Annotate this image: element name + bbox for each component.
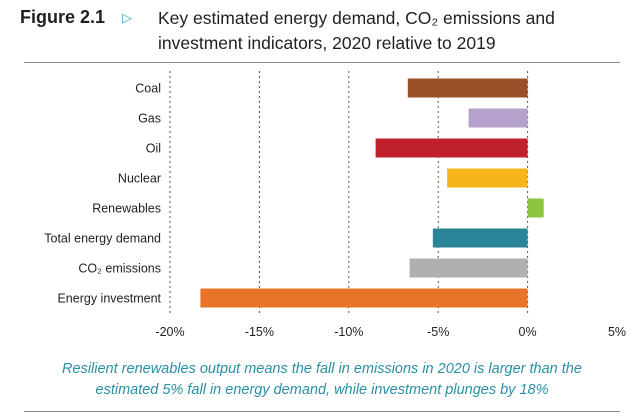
category-label: Coal: [135, 82, 161, 96]
category-label: CO₂ emissions: [78, 262, 161, 276]
x-tick-label: 0%: [519, 325, 537, 339]
x-tick-label: 5%: [608, 325, 626, 339]
category-label: Total energy demand: [44, 232, 161, 246]
category-label: Oil: [146, 142, 161, 156]
triangle-arrow-icon: ▷: [122, 10, 132, 25]
figure-title: Key estimated energy demand, CO₂ emissio…: [158, 6, 628, 56]
figure-title-line1: Key estimated energy demand, CO₂ emissio…: [158, 8, 555, 28]
category-label: Renewables: [92, 202, 161, 216]
x-tick-label: -5%: [427, 325, 449, 339]
figure-caption: Resilient renewables output means the fa…: [20, 359, 624, 401]
header-divider: [24, 62, 620, 63]
caption-line1: Resilient renewables output means the fa…: [62, 361, 582, 377]
x-tick-label: -10%: [334, 325, 363, 339]
figure-label: Figure 2.1: [20, 7, 106, 27]
bar: [200, 288, 528, 308]
figure-header: Figure 2.1 ▷ Key estimated energy demand…: [0, 0, 640, 62]
category-label: Energy investment: [57, 292, 161, 306]
x-tick-label: -20%: [155, 325, 184, 339]
x-tick-label: -15%: [245, 325, 274, 339]
bar: [407, 78, 528, 98]
bar: [409, 258, 528, 278]
bar-chart: Coal Gas Oil Nuclear Renewables Total energy …: [44, 71, 626, 339]
footer-divider: [24, 411, 620, 412]
caption-line2: estimated 5% fall in energy demand, whil…: [95, 382, 549, 398]
category-label: Gas: [138, 112, 161, 126]
category-label: Nuclear: [118, 172, 161, 186]
bar: [375, 138, 528, 158]
figure-title-line2: investment indicators, 2020 relative to …: [158, 33, 496, 53]
bar: [432, 228, 528, 248]
bar: [468, 108, 528, 128]
bar: [527, 198, 544, 218]
bar: [447, 168, 528, 188]
